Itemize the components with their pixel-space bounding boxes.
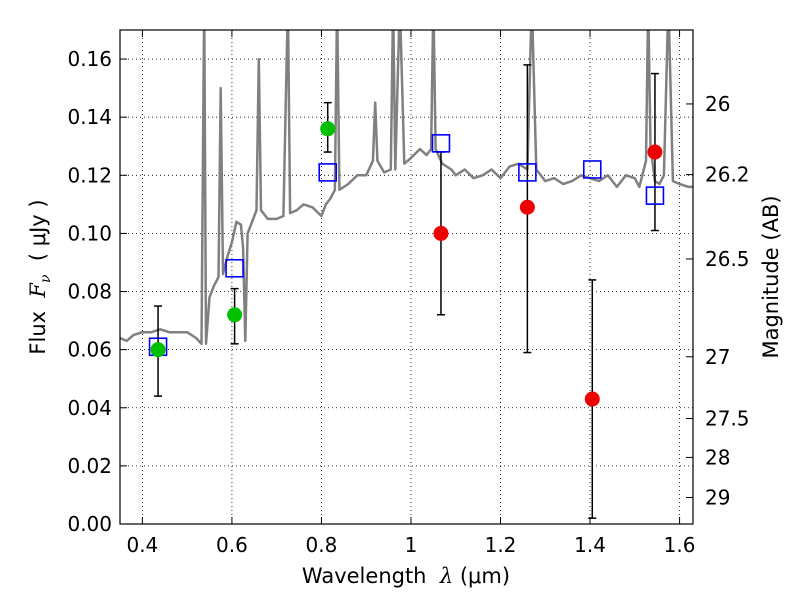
upper-points: [433, 144, 663, 407]
detected-point: [150, 342, 166, 358]
y-tick-label: 0.06: [67, 338, 112, 362]
y-tick-label: 0.10: [67, 221, 112, 245]
right-ticks: 26 26.2 26.5 27 27.5 28 29: [686, 92, 750, 509]
model-square: [518, 163, 537, 182]
right-tick-label: 26.2: [705, 163, 750, 187]
x-tick-label: 0.8: [306, 533, 338, 557]
right-tick-label: 29: [705, 485, 730, 509]
right-tick-label: 28: [705, 445, 730, 469]
x-axis-title-unit: (μm): [453, 564, 510, 588]
upper-point: [519, 199, 535, 215]
x-tick-label: 0.6: [216, 533, 248, 557]
upper-point: [647, 144, 663, 160]
y-axis-title-prefix: Flux: [26, 298, 50, 355]
y-tick-label: 0.02: [67, 454, 112, 478]
x-axis-title: Wavelength λ (μm): [302, 564, 510, 588]
x-tick-label: 1.2: [485, 533, 517, 557]
detected-point: [227, 307, 243, 323]
model-square: [645, 186, 665, 205]
detected-point: [320, 121, 336, 137]
x-tick-label: 1: [405, 533, 418, 557]
plot-frame: [119, 29, 694, 525]
y-tick-label: 0.14: [67, 105, 112, 129]
y-tick-label: 0.08: [67, 280, 112, 304]
right-axis-title: Magnitude (AB): [759, 195, 783, 358]
y-axis-title-subscript: ν: [38, 274, 54, 283]
right-tick-label: 27: [705, 345, 730, 369]
plot-area: [120, 30, 693, 524]
x-axis-title-prefix: Wavelength: [302, 564, 440, 588]
right-tick-label: 26.5: [705, 247, 750, 271]
x-axis-title-symbol: λ: [439, 564, 453, 588]
detected-points: [150, 121, 336, 358]
x-ticks: 0.4 0.6 0.8 1 1.2 1.4 1.6: [126, 30, 695, 557]
x-tick-label: 1.4: [574, 533, 606, 557]
model-square: [582, 160, 602, 179]
model-square: [318, 163, 338, 182]
x-tick-label: 0.4: [126, 533, 158, 557]
right-tick-label: 26: [705, 92, 730, 116]
y-tick-label: 0.12: [67, 163, 112, 187]
y-ticks: 0.00 0.02 0.04 0.06 0.08 0.10 0.12 0.14 0.16: [67, 47, 127, 536]
spectrum-line: [120, 30, 693, 346]
y-tick-label: 0.00: [67, 512, 112, 536]
x-tick-label: 1.6: [664, 533, 696, 557]
y-tick-label: 0.16: [67, 47, 112, 71]
y-axis-title-unit: ( μJy ): [26, 199, 50, 274]
upper-point: [584, 391, 600, 407]
upper-point: [433, 225, 449, 241]
y-axis-title: Flux Fν ( μJy ): [26, 199, 54, 354]
y-axis-title-symbol: F: [26, 282, 50, 299]
model-square: [225, 258, 244, 278]
model-square: [431, 134, 451, 153]
right-tick-label: 27.5: [705, 406, 750, 430]
y-tick-label: 0.04: [67, 396, 112, 420]
spectrum-layer: [120, 30, 693, 346]
